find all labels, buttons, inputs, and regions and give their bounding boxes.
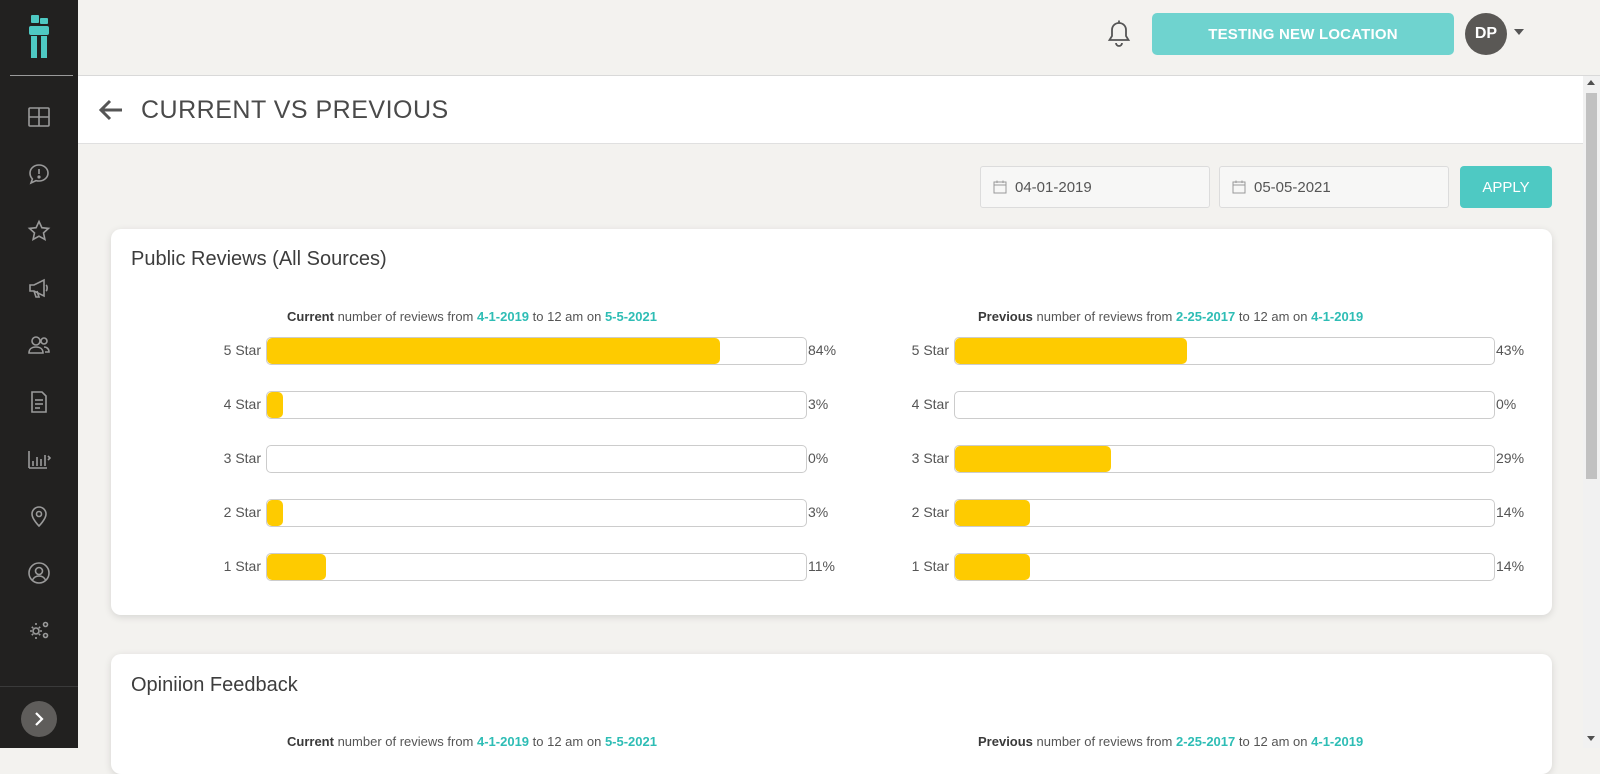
document-icon[interactable] (24, 387, 54, 417)
rating-bar-fill (955, 446, 1112, 472)
scroll-up-arrow-icon[interactable] (1587, 80, 1595, 85)
rating-percent: 43% (1496, 342, 1525, 358)
rating-label: 4 Star (223, 396, 261, 412)
rating-bar-row: 4 Star 0% (899, 391, 1549, 419)
rating-percent: 0% (808, 450, 829, 466)
card-title: Public Reviews (All Sources) (131, 248, 387, 270)
rating-bar-row: 1 Star 11% (211, 553, 861, 581)
opinion-feedback-card: Opiniion Feedback Current number of revi… (111, 654, 1552, 774)
back-arrow-icon[interactable] (98, 98, 124, 122)
chevron-right-icon (35, 712, 44, 726)
rating-label: 2 Star (223, 504, 261, 520)
calendar-icon (1232, 180, 1246, 194)
end-date-value: 05-05-2021 (1254, 178, 1331, 196)
rating-percent: 29% (1496, 450, 1525, 466)
end-date-field[interactable]: 05-05-2021 (1219, 166, 1449, 208)
page-title: CURRENT VS PREVIOUS (141, 96, 449, 124)
rating-bar-fill (955, 500, 1031, 526)
scroll-thumb[interactable] (1586, 93, 1597, 479)
scrollbar[interactable] (1583, 76, 1600, 748)
rating-bar-track (954, 337, 1495, 365)
notification-bell-icon[interactable] (1106, 20, 1132, 48)
rating-bar-row: 2 Star 14% (899, 499, 1549, 527)
rating-bar-fill (267, 338, 720, 364)
rating-percent: 3% (808, 504, 829, 520)
avatar[interactable]: DP (1465, 13, 1507, 55)
rating-bar-fill (267, 554, 327, 580)
sidebar-divider (10, 75, 73, 76)
rating-bar-track (954, 391, 1495, 419)
rating-bar-row: 2 Star 3% (211, 499, 861, 527)
previous-period-caption: Previous number of reviews from 2-25-201… (978, 734, 1364, 749)
feedback-icon[interactable] (24, 159, 54, 189)
users-icon[interactable] (24, 330, 54, 360)
rating-percent: 14% (1496, 504, 1525, 520)
start-date-value: 04-01-2019 (1015, 178, 1092, 196)
rating-bar-row: 4 Star 3% (211, 391, 861, 419)
location-selector-button[interactable]: TESTING NEW LOCATION (1152, 13, 1454, 55)
page-header: CURRENT VS PREVIOUS (78, 76, 1583, 144)
calendar-icon (993, 180, 1007, 194)
rating-label: 5 Star (223, 342, 261, 358)
rating-bar-track (266, 499, 807, 527)
rating-label: 1 Star (911, 558, 949, 574)
rating-bar-row: 5 Star 43% (899, 337, 1549, 365)
rating-bar-track (266, 445, 807, 473)
rating-bar-track (954, 553, 1495, 581)
megaphone-icon[interactable] (24, 273, 54, 303)
start-date-field[interactable]: 04-01-2019 (980, 166, 1210, 208)
scroll-down-arrow-icon[interactable] (1587, 736, 1595, 741)
card-title: Opiniion Feedback (131, 674, 298, 696)
rating-label: 2 Star (911, 504, 949, 520)
current-period-caption: Current number of reviews from 4-1-2019 … (287, 309, 657, 324)
public-reviews-card: Public Reviews (All Sources) Current num… (111, 229, 1552, 615)
rating-bar-track (266, 337, 807, 365)
sidebar-bottom-divider (0, 686, 78, 687)
current-period-caption: Current number of reviews from 4-1-2019 … (287, 734, 657, 749)
rating-bar-row: 5 Star 84% (211, 337, 861, 365)
rating-percent: 3% (808, 396, 829, 412)
user-circle-icon[interactable] (24, 558, 54, 588)
previous-period-caption: Previous number of reviews from 2-25-201… (978, 309, 1364, 324)
rating-bar-fill (955, 338, 1187, 364)
logo-icon[interactable] (20, 12, 58, 62)
rating-percent: 14% (1496, 558, 1525, 574)
rating-bar-fill (267, 392, 284, 418)
analytics-icon[interactable] (24, 444, 54, 474)
rating-label: 3 Star (223, 450, 261, 466)
rating-bar-track (266, 391, 807, 419)
rating-bar-track (954, 499, 1495, 527)
location-pin-icon[interactable] (24, 501, 54, 531)
rating-bar-row: 1 Star 14% (899, 553, 1549, 581)
apply-button[interactable]: APPLY (1460, 166, 1552, 208)
rating-bar-track (266, 553, 807, 581)
settings-icon[interactable] (24, 615, 54, 645)
expand-sidebar-button[interactable] (21, 701, 57, 737)
rating-label: 1 Star (223, 558, 261, 574)
rating-label: 5 Star (911, 342, 949, 358)
rating-bar-track (954, 445, 1495, 473)
sidebar (0, 0, 78, 748)
rating-percent: 0% (1496, 396, 1517, 412)
rating-label: 4 Star (911, 396, 949, 412)
caret-down-icon[interactable] (1514, 29, 1524, 35)
rating-percent: 84% (808, 342, 837, 358)
rating-percent: 11% (808, 558, 835, 574)
rating-bar-fill (955, 554, 1031, 580)
star-icon[interactable] (24, 216, 54, 246)
rating-bar-fill (267, 500, 284, 526)
dashboard-icon[interactable] (24, 102, 54, 132)
rating-label: 3 Star (911, 450, 949, 466)
rating-bar-row: 3 Star 29% (899, 445, 1549, 473)
rating-bar-row: 3 Star 0% (211, 445, 861, 473)
